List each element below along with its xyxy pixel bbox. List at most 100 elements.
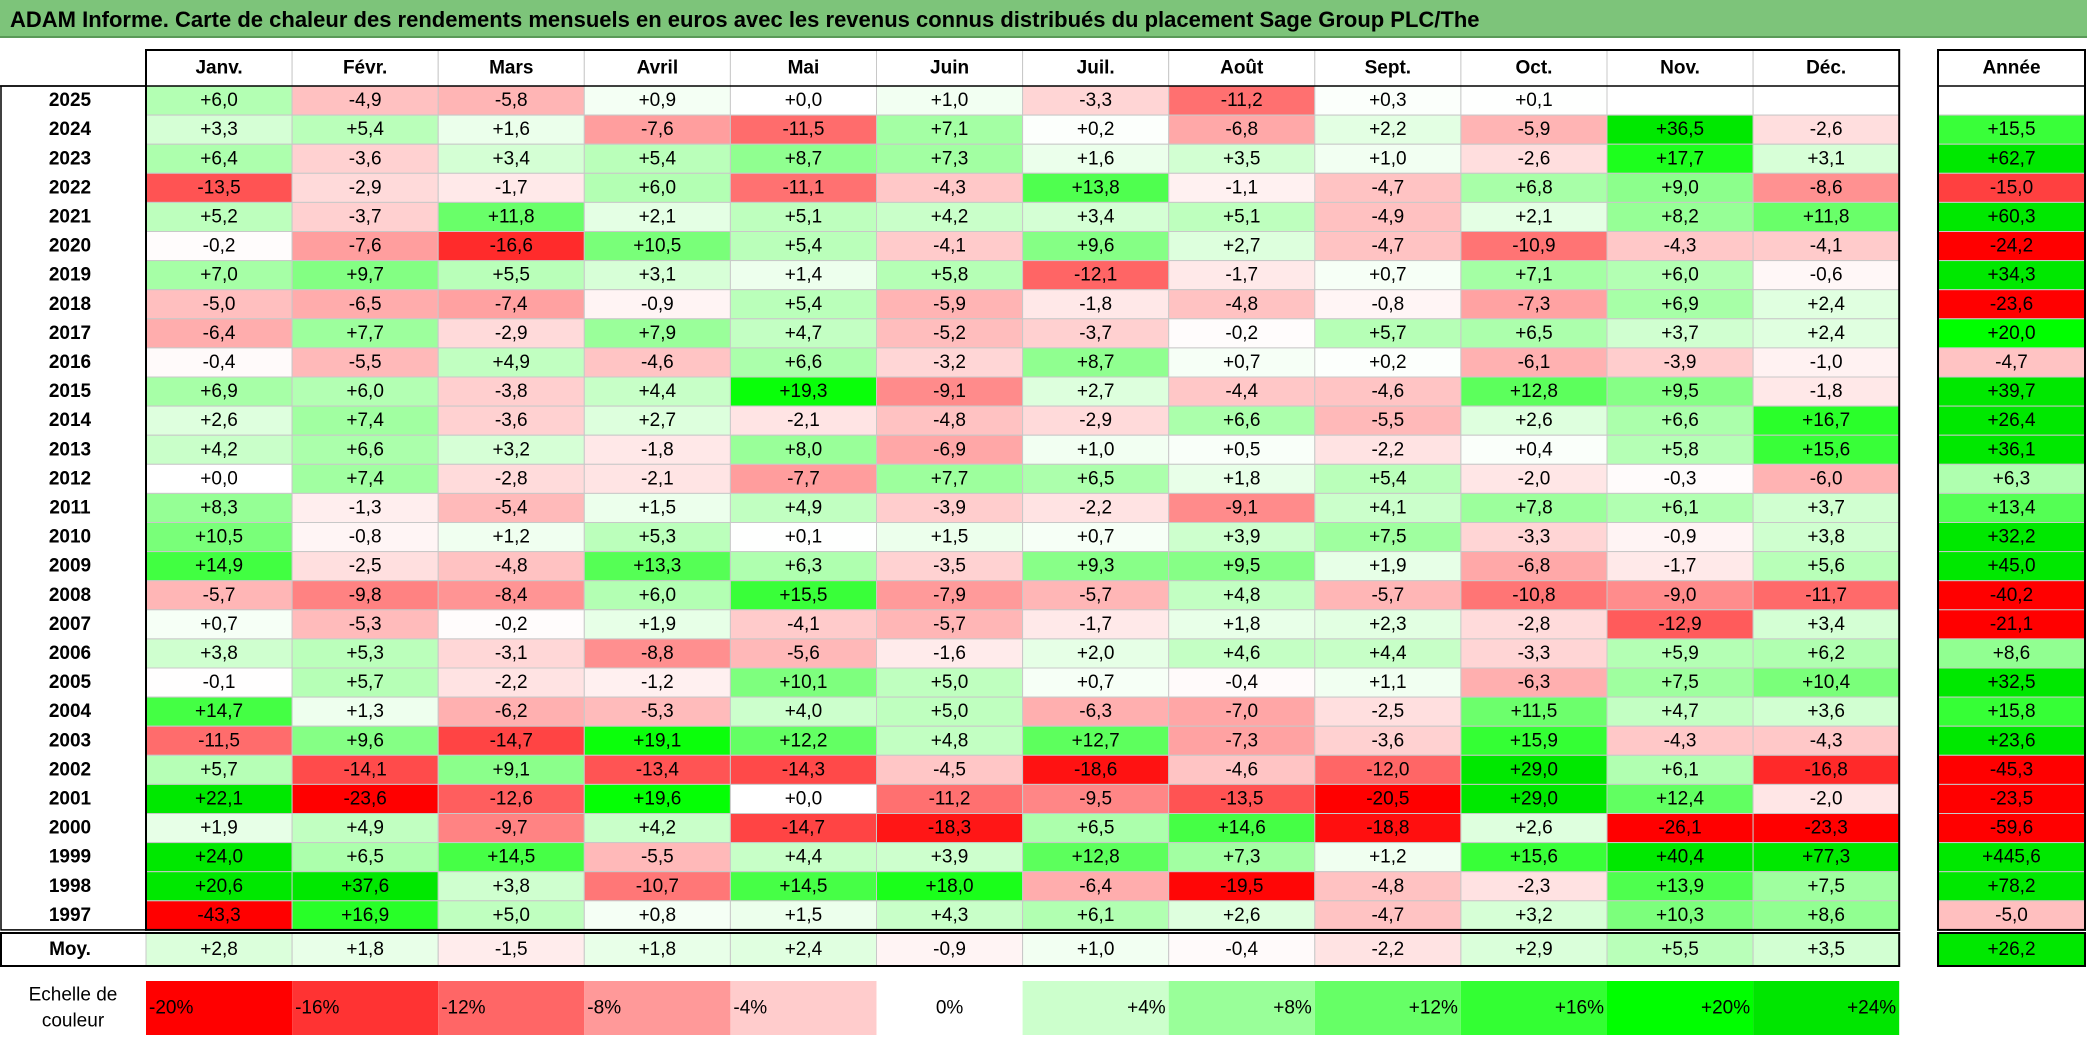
heatmap-cell — [729, 813, 878, 844]
heatmap-cell — [1460, 85, 1608, 116]
heatmap-cell — [1752, 754, 1900, 785]
heatmap-cell — [1168, 725, 1316, 756]
year-label: 1998 — [49, 876, 91, 897]
annual-cell — [1937, 376, 2086, 407]
heatmap-cell-value: -5,7 — [933, 614, 966, 635]
heatmap-cell — [1752, 260, 1900, 291]
heatmap-cell-value: -0,9 — [641, 294, 674, 315]
heatmap-cell-value: +7,0 — [200, 265, 238, 286]
annual-cell-value: -23,5 — [1990, 788, 2033, 809]
year-label: 2008 — [49, 585, 91, 606]
annual-cell — [1937, 405, 2086, 436]
scale-label: 0% — [936, 998, 964, 1019]
heatmap-cell — [1168, 463, 1316, 494]
title-bar: ADAM Informe. Carte de chaleur des rende… — [0, 0, 2087, 38]
heatmap-cell-value: +3,4 — [1077, 206, 1115, 227]
heatmap-cell-value: +7,4 — [346, 468, 384, 489]
annual-cell-value: +13,4 — [1987, 497, 2036, 518]
heatmap-cell-value: +1,3 — [346, 701, 384, 722]
heatmap-cell — [1606, 609, 1754, 640]
heatmap-cell — [437, 551, 585, 582]
annual-cell — [1937, 143, 2086, 174]
heatmap-cell-value: +6,0 — [200, 90, 238, 111]
heatmap-cell-value: +29,0 — [1510, 759, 1558, 780]
heatmap-cell-value: +22,1 — [195, 788, 243, 809]
heatmap-cell — [876, 580, 1024, 611]
heatmap-cell — [1460, 667, 1608, 698]
heatmap-cell-value: +3,3 — [200, 119, 238, 140]
scale-label: +8% — [1273, 998, 1312, 1019]
heatmap-cell — [1314, 725, 1462, 756]
heatmap-cell-value: -0,4 — [1225, 672, 1258, 693]
heatmap-cell — [1022, 143, 1170, 174]
heatmap-cell-value: +9,7 — [346, 265, 384, 286]
heatmap-cell — [1606, 725, 1754, 756]
heatmap-cell — [583, 492, 731, 523]
heatmap-cell — [876, 638, 1024, 669]
heatmap-cell — [1460, 347, 1608, 378]
heatmap-cell-value: +3,6 — [1807, 701, 1845, 722]
heatmap-cell-value: +7,8 — [1515, 497, 1553, 518]
heatmap-cell — [437, 813, 585, 844]
heatmap-cell-value: -2,2 — [495, 672, 528, 693]
heatmap-cell — [437, 900, 585, 931]
heatmap-cell-value: +7,5 — [1369, 527, 1407, 548]
heatmap-cell-value: +6,5 — [1515, 323, 1553, 344]
annual-cell-value: +62,7 — [1987, 148, 2035, 169]
heatmap-cell-value: -3,3 — [1079, 90, 1112, 111]
heatmap-cell-value: -6,3 — [1079, 701, 1112, 722]
annual-cell — [1937, 463, 2086, 494]
heatmap-cell-value: +13,8 — [1072, 177, 1120, 198]
heatmap-cell — [1460, 463, 1608, 494]
heatmap-cell-value: +1,2 — [1369, 847, 1407, 868]
heatmap-cell-value: +1,5 — [639, 497, 677, 518]
heatmap-cell — [729, 754, 878, 785]
heatmap-cell — [1606, 143, 1754, 174]
heatmap-cell — [145, 85, 293, 116]
heatmap-cell-value: +0,5 — [1223, 439, 1261, 460]
heatmap-cell-value: +19,3 — [779, 381, 827, 402]
heatmap-cell-value: +3,2 — [492, 439, 530, 460]
year-label: 2022 — [49, 177, 91, 198]
heatmap-cell-value: +5,3 — [346, 643, 384, 664]
heatmap-cell-value: -4,7 — [1371, 236, 1404, 257]
heatmap-cell — [1752, 114, 1900, 145]
heatmap-cell-value: -5,2 — [933, 323, 966, 344]
heatmap-cell — [1460, 172, 1608, 203]
heatmap-cell-value: +12,2 — [779, 730, 827, 751]
heatmap-cell-value: +9,5 — [1223, 556, 1261, 577]
heatmap-cell-value: +5,9 — [1661, 643, 1699, 664]
heatmap-cell-value: -4,6 — [641, 352, 674, 373]
heatmap-cell — [1752, 696, 1900, 727]
heatmap-cell-value: +2,0 — [1077, 643, 1115, 664]
heatmap-cell — [291, 231, 439, 262]
heatmap-cell — [145, 580, 293, 611]
heatmap-cell-value: +9,6 — [346, 730, 384, 751]
heatmap-cell-value: -4,1 — [1810, 236, 1843, 257]
heatmap-cell — [1314, 842, 1462, 873]
heatmap-cell-value: -1,8 — [641, 439, 674, 460]
heatmap-cell — [729, 580, 878, 611]
heatmap-cell-value: -1,7 — [495, 177, 528, 198]
heatmap-cell-value: +77,3 — [1802, 847, 1850, 868]
heatmap-cell-value: -4,9 — [1371, 206, 1404, 227]
annual-cell — [1937, 492, 2086, 523]
heatmap-cell-value: +24,0 — [195, 847, 243, 868]
heatmap-cell — [583, 376, 731, 407]
heatmap-cell — [1752, 871, 1900, 902]
heatmap-cell-value: +40,4 — [1656, 847, 1705, 868]
heatmap-cell-value: -14,3 — [782, 759, 825, 780]
heatmap-cell-value: -9,8 — [349, 585, 382, 606]
heatmap-cell-value: -3,1 — [495, 643, 528, 664]
heatmap-cell — [1022, 347, 1170, 378]
heatmap-cell-value: -3,5 — [933, 556, 966, 577]
heatmap-cell — [583, 522, 731, 553]
heatmap-cell — [1460, 522, 1608, 553]
heatmap-cell-value: -2,0 — [1518, 468, 1551, 489]
scale-swatch — [1022, 981, 1169, 1035]
avg-cell — [729, 932, 878, 967]
heatmap-cell-value: -5,3 — [641, 701, 674, 722]
heatmap-cell — [145, 522, 293, 553]
heatmap-cell — [1022, 638, 1170, 669]
heatmap-cell-value: +14,5 — [487, 847, 535, 868]
